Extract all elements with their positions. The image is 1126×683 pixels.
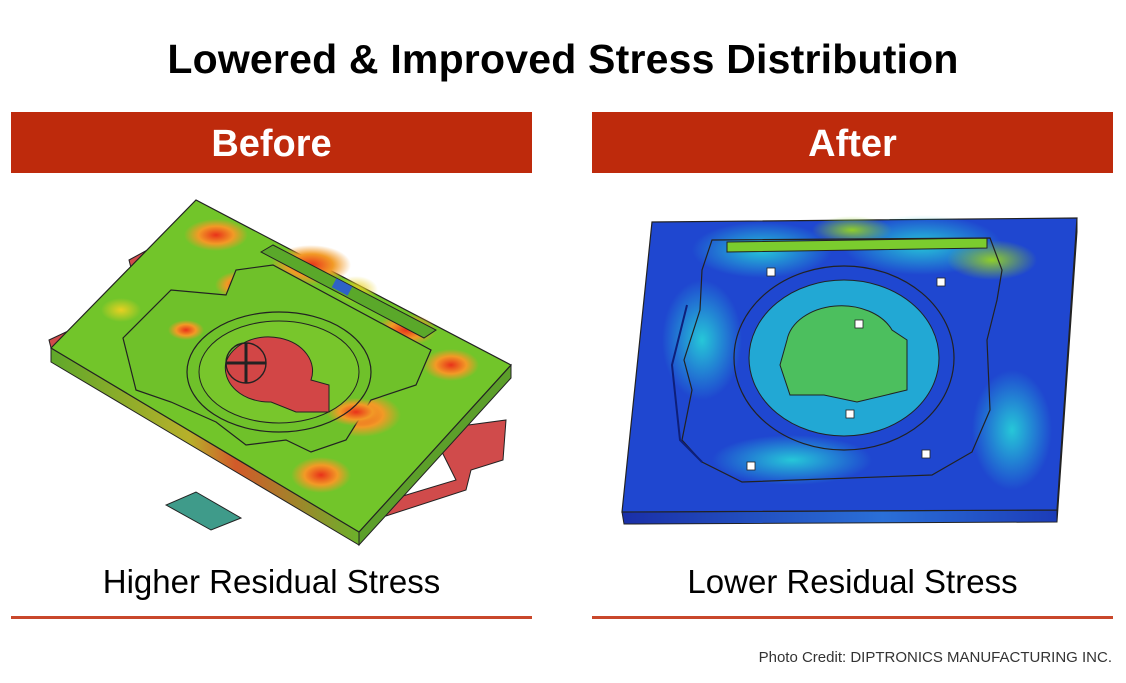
before-stress-image	[48, 199, 512, 547]
photo-credit: Photo Credit: DIPTRONICS MANUFACTURING I…	[758, 649, 1112, 666]
before-divider	[11, 616, 532, 619]
after-banner: After	[592, 112, 1113, 173]
before-panel: Before	[11, 112, 532, 622]
after-divider	[592, 616, 1113, 619]
after-panel: After	[592, 112, 1113, 622]
after-stress-image	[621, 215, 1078, 525]
after-caption: Lower Residual Stress	[687, 563, 1018, 600]
before-banner: Before	[11, 112, 532, 173]
before-caption: Higher Residual Stress	[102, 563, 441, 600]
page-title: Lowered & Improved Stress Distribution	[167, 36, 959, 82]
